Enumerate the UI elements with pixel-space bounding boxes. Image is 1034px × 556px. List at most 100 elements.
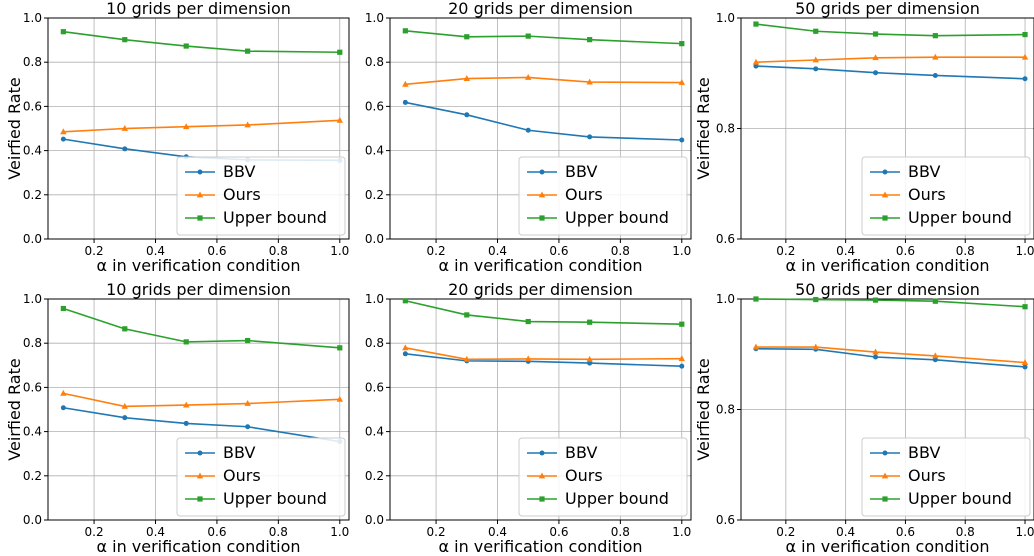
legend-label: Ours bbox=[223, 466, 261, 485]
legend-entry: BBV bbox=[185, 162, 255, 181]
series-line bbox=[63, 119, 340, 133]
legend-swatch-marker bbox=[539, 450, 545, 456]
y-tick-label: 1.0 bbox=[23, 292, 42, 306]
data-point bbox=[586, 355, 593, 362]
data-point bbox=[679, 321, 685, 327]
legend: BBV Ours Upper bound bbox=[861, 437, 1031, 517]
series-ours bbox=[752, 343, 1029, 365]
y-tick-label: 0.4 bbox=[23, 425, 42, 439]
legend-swatch-marker bbox=[538, 191, 546, 198]
subplot-5: 0.2 0.4 0.6 0.8 1.0 0.0 0.2 0.4 0.6 0.8 1.0 20 grid… bbox=[365, 280, 692, 556]
y-tick-label: 0.2 bbox=[365, 188, 384, 202]
legend-entry: Ours bbox=[527, 185, 603, 204]
legend-swatch-marker bbox=[882, 169, 888, 175]
legend-entry: Upper bound bbox=[870, 489, 1012, 508]
series-ours bbox=[402, 344, 685, 362]
data-point bbox=[813, 296, 819, 303]
data-point bbox=[464, 34, 470, 40]
x-tick-label: 0.2 bbox=[427, 244, 446, 258]
legend-swatch-marker bbox=[882, 450, 888, 456]
data-point bbox=[525, 127, 531, 133]
data-point bbox=[60, 305, 66, 312]
data-point bbox=[122, 37, 128, 43]
legend-entry: BBV bbox=[870, 443, 940, 462]
legend-box bbox=[176, 437, 346, 517]
data-point bbox=[60, 389, 67, 396]
y-tick-label: 1.0 bbox=[23, 11, 42, 25]
legend-label: Ours bbox=[908, 185, 946, 204]
data-point bbox=[183, 339, 189, 345]
legend-swatch-marker bbox=[881, 191, 889, 198]
legend-swatch-marker bbox=[539, 496, 545, 502]
legend-label: BBV bbox=[908, 162, 940, 181]
data-point bbox=[587, 319, 593, 325]
data-point bbox=[402, 28, 408, 34]
data-point bbox=[1022, 76, 1028, 82]
legend-label: Ours bbox=[223, 185, 261, 204]
series-line bbox=[405, 76, 682, 86]
x-tick-label: 0.4 bbox=[488, 525, 507, 539]
data-point bbox=[678, 355, 685, 362]
legend-label: Ours bbox=[565, 185, 603, 204]
legend-entry: BBV bbox=[527, 443, 597, 462]
data-point bbox=[402, 99, 408, 105]
y-tick-label: 0.2 bbox=[365, 469, 384, 483]
x-tick-label: 1.0 bbox=[330, 525, 349, 539]
y-tick-label: 0.6 bbox=[716, 232, 735, 246]
y-tick-label: 0.4 bbox=[365, 144, 384, 158]
legend-label: Upper bound bbox=[223, 489, 327, 508]
data-point bbox=[244, 121, 251, 128]
y-axis-label: Veirfied Rate bbox=[5, 77, 24, 179]
series-line bbox=[405, 347, 682, 361]
legend-label: Upper bound bbox=[565, 489, 669, 508]
data-point bbox=[932, 352, 939, 359]
series-line bbox=[63, 392, 340, 408]
data-point bbox=[464, 312, 470, 318]
data-point bbox=[337, 345, 343, 351]
x-tick-label: 0.6 bbox=[207, 244, 226, 258]
x-axis-label: α in verification condition bbox=[438, 256, 642, 275]
y-tick-label: 0.6 bbox=[716, 513, 735, 527]
series-line bbox=[405, 101, 682, 141]
data-point bbox=[587, 37, 593, 43]
x-axis-label: α in verification condition bbox=[96, 256, 300, 275]
data-point bbox=[60, 136, 66, 142]
y-tick-label: 1.0 bbox=[716, 11, 735, 25]
data-point bbox=[1022, 31, 1028, 38]
legend-entry: Ours bbox=[527, 466, 603, 485]
x-axis-label: α in verification condition bbox=[785, 537, 989, 556]
subplot-4: 0.2 0.4 0.6 0.8 1.0 0.0 0.2 0.4 0.6 0.8 1.0 10 grid… bbox=[5, 280, 350, 556]
legend: BBV Ours Upper bound bbox=[176, 156, 346, 236]
y-tick-label: 0.6 bbox=[23, 99, 42, 113]
series-line bbox=[63, 30, 340, 54]
x-tick-label: 0.6 bbox=[549, 525, 568, 539]
data-point bbox=[873, 70, 879, 76]
y-tick-label: 0.0 bbox=[23, 513, 42, 527]
legend-entry: Upper bound bbox=[185, 489, 327, 508]
data-point bbox=[932, 53, 939, 60]
data-point bbox=[872, 297, 879, 303]
legend-swatch-marker bbox=[539, 215, 545, 221]
data-point bbox=[586, 78, 593, 85]
data-point bbox=[752, 58, 760, 65]
x-tick-label: 0.2 bbox=[85, 525, 104, 539]
series-upper-bound bbox=[60, 305, 343, 351]
y-axis-label: Veirfied Rate bbox=[694, 358, 713, 460]
series-line bbox=[755, 56, 1026, 63]
x-tick-label: 0.6 bbox=[549, 244, 568, 258]
legend-box bbox=[861, 156, 1031, 236]
x-tick-label: 1.0 bbox=[1015, 525, 1034, 539]
data-point bbox=[932, 298, 938, 304]
data-point bbox=[121, 402, 128, 409]
y-tick-label: 0.8 bbox=[716, 122, 735, 136]
y-tick-label: 0.4 bbox=[23, 144, 42, 158]
data-point bbox=[402, 344, 409, 351]
y-tick-label: 0.6 bbox=[23, 380, 42, 394]
data-point bbox=[60, 405, 66, 411]
x-tick-label: 0.2 bbox=[427, 525, 446, 539]
data-point bbox=[812, 343, 819, 350]
series-line bbox=[63, 406, 340, 443]
legend-label: BBV bbox=[908, 443, 940, 462]
legend: BBV Ours Upper bound bbox=[518, 156, 688, 236]
